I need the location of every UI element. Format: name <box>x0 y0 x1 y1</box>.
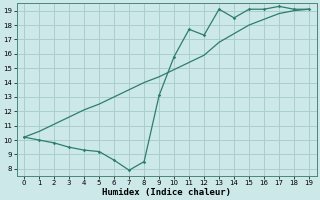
X-axis label: Humidex (Indice chaleur): Humidex (Indice chaleur) <box>102 188 231 197</box>
